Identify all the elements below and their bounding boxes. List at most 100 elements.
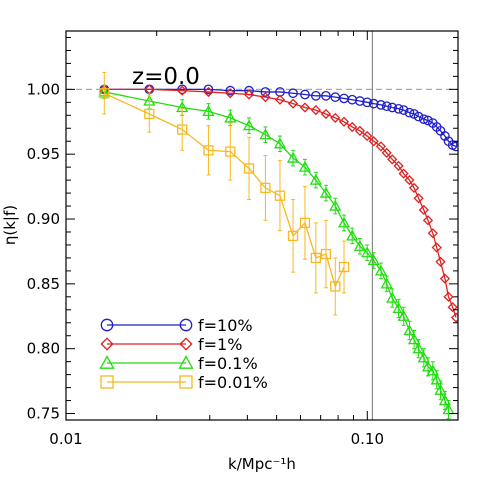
data-point (274, 190, 286, 201)
data-point (362, 97, 373, 108)
data-point (243, 163, 255, 174)
data-point (346, 229, 359, 241)
data-point (225, 88, 236, 99)
series-3 (99, 71, 350, 316)
data-point (450, 312, 458, 323)
data-point (177, 84, 188, 95)
data-point (330, 112, 341, 123)
data-point (329, 199, 342, 211)
data-point (431, 242, 442, 253)
data-point (403, 324, 416, 336)
data-point (418, 114, 429, 125)
data-point (337, 216, 351, 228)
data-point (387, 154, 398, 165)
data-point (243, 89, 255, 100)
data-point (338, 261, 350, 273)
data-point (374, 264, 388, 276)
data-point (144, 108, 155, 120)
data-point (273, 137, 287, 149)
data-point (451, 141, 458, 152)
data-point (330, 281, 341, 292)
data-point (177, 124, 188, 135)
data-point (393, 103, 404, 114)
data-point (427, 228, 438, 239)
data-point (361, 246, 374, 258)
data-point (319, 186, 333, 198)
x-tick-label: 0.01 (49, 430, 82, 448)
legend-label: f=1% (198, 335, 242, 354)
data-point (407, 333, 421, 345)
data-point (203, 86, 214, 98)
data-point (404, 174, 415, 186)
data-point (225, 85, 236, 96)
data-point (310, 252, 322, 264)
data-point (203, 145, 214, 156)
data-point (260, 182, 271, 194)
data-point (434, 383, 447, 395)
data-point (287, 98, 299, 109)
data-point (225, 146, 236, 157)
data-point (367, 254, 380, 266)
data-point (203, 84, 214, 95)
y-tick-label: 0.95 (27, 145, 60, 163)
data-point (438, 394, 452, 406)
series-2 (98, 84, 455, 420)
data-point (299, 102, 311, 113)
data-point (381, 147, 392, 159)
data-point (392, 302, 405, 314)
data-point (412, 342, 425, 354)
data-point (300, 89, 310, 100)
legend-marker (179, 337, 193, 351)
legend-label: f=10% (198, 316, 253, 335)
data-point (354, 125, 366, 136)
data-point (408, 182, 420, 194)
data-point (355, 96, 365, 106)
data-point (242, 119, 256, 131)
legend-marker (100, 337, 114, 351)
data-point (99, 88, 110, 99)
legend-marker (179, 318, 193, 332)
data-point (376, 100, 386, 110)
data-point (260, 87, 271, 97)
data-point (259, 128, 272, 140)
data-point (368, 136, 379, 147)
series-line (104, 88, 457, 148)
data-point (347, 121, 358, 133)
data-point (439, 273, 451, 284)
data-point (380, 277, 393, 289)
data-point (298, 160, 312, 172)
legend-marker (179, 375, 193, 389)
legend-marker (100, 375, 114, 389)
data-point (177, 85, 188, 96)
data-point (224, 111, 237, 123)
y-tick-label: 1.00 (27, 80, 60, 98)
data-point (274, 94, 286, 105)
y-axis-label: η(k|f) (1, 205, 19, 245)
data-point (286, 151, 300, 163)
x-axis-label: k/Mpc⁻¹h (228, 455, 296, 473)
data-point (368, 98, 379, 109)
x-tick-label: 0.10 (351, 430, 384, 448)
data-point (375, 141, 387, 152)
data-point (310, 104, 321, 116)
series-line (104, 92, 345, 289)
data-point (435, 256, 446, 267)
data-point (362, 130, 373, 142)
plot-frame (65, 30, 459, 421)
y-tick-label: 0.85 (27, 275, 60, 293)
series-line (104, 88, 457, 318)
data-point (299, 217, 311, 229)
data-point (387, 102, 398, 113)
data-point (398, 168, 409, 179)
data-point (311, 90, 321, 101)
data-point (381, 101, 392, 112)
data-point (338, 116, 350, 127)
data-point (309, 173, 322, 185)
legend-marker (100, 318, 114, 332)
data-point (426, 364, 439, 376)
legend-label: f=0.01% (198, 373, 268, 392)
data-point (442, 403, 455, 415)
data-point (386, 291, 399, 303)
legend-marker (99, 355, 115, 369)
data-point (430, 373, 443, 385)
